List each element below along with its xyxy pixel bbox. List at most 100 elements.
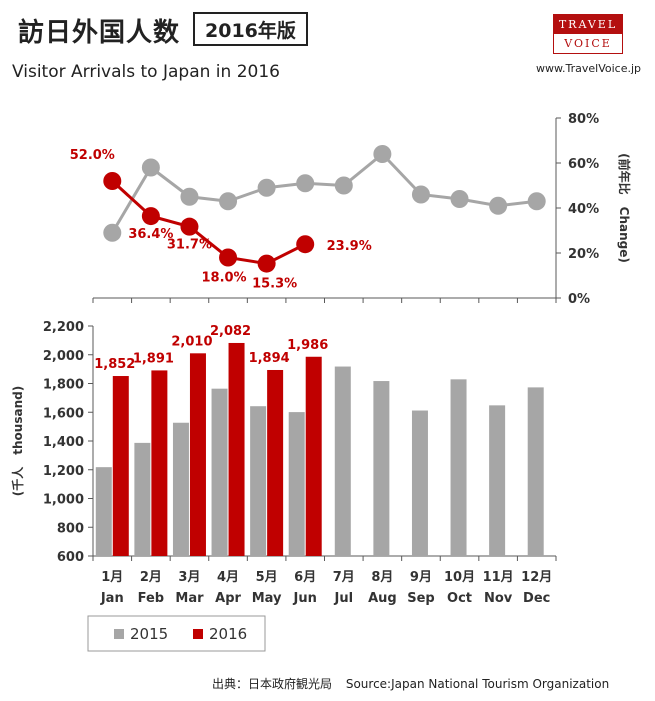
line-data-label: 15.3% xyxy=(252,277,297,292)
bar-data-label: 1,986 xyxy=(287,338,328,353)
source-en: Source:Japan National Tourism Organizati… xyxy=(345,677,610,691)
bar-y-tick-label: 2,000 xyxy=(43,349,84,364)
bar-y-tick-label: 1,000 xyxy=(43,493,84,508)
bar-2016 xyxy=(228,342,245,556)
bar-2015 xyxy=(373,381,390,556)
bar-data-label: 2,010 xyxy=(171,334,212,349)
legend-swatch-2015 xyxy=(114,629,124,639)
x-tick-label-jp: 9月 xyxy=(410,570,432,585)
logo-bottom-text: VOICE xyxy=(564,37,612,50)
line-series-2015 xyxy=(111,151,537,234)
x-tick-label-en: Mar xyxy=(175,591,204,606)
travelvoice-logo: TRAVEL VOICE xyxy=(553,14,623,54)
x-tick-label-en: May xyxy=(252,591,282,606)
x-tick-label-jp: 7月 xyxy=(333,570,355,585)
line-data-label: 52.0% xyxy=(70,148,115,163)
bar-data-label: 1,891 xyxy=(133,351,174,366)
line-point-2015 xyxy=(141,158,160,177)
source-note: 出典：日本政府観光局 Source:Japan National Tourism… xyxy=(212,675,619,692)
line-point-2016 xyxy=(180,217,199,236)
bar-y-tick-label: 800 xyxy=(57,521,84,536)
x-tick-label-en: Sep xyxy=(407,591,435,606)
bar-2015 xyxy=(211,388,228,556)
bar-2015 xyxy=(172,422,189,556)
bar-y-tick-label: 1,800 xyxy=(43,378,84,393)
line-point-2016 xyxy=(141,207,160,226)
bar-2015 xyxy=(288,412,305,556)
legend-label-2015: 2015 xyxy=(130,625,168,643)
line-data-label: 36.4% xyxy=(128,227,173,242)
bar-2015 xyxy=(334,366,351,556)
bar-2016 xyxy=(267,369,284,556)
line-point-2015 xyxy=(373,145,392,163)
source-jp: 出典：日本政府観光局 xyxy=(212,677,333,691)
bar-2016 xyxy=(305,356,322,556)
x-tick-label-jp: 12月 xyxy=(521,570,552,585)
x-tick-label-en: Dec xyxy=(523,591,550,606)
bar-y-tick-label: 2,200 xyxy=(43,320,84,335)
bar-y-tick-label: 600 xyxy=(57,550,84,565)
website-url: www.TravelVoice.jp xyxy=(536,62,641,75)
bar-data-label: 1,852 xyxy=(94,357,135,372)
bar-y-tick-label: 1,400 xyxy=(43,435,84,450)
x-tick-label-en: Aug xyxy=(368,591,397,606)
line-point-2016 xyxy=(103,172,122,190)
legend-label-2016: 2016 xyxy=(209,625,247,643)
bar-2015 xyxy=(489,405,506,556)
line-point-2015 xyxy=(103,223,122,242)
x-tick-label-en: Apr xyxy=(215,591,241,606)
line-point-2015 xyxy=(334,176,353,195)
bar-2015 xyxy=(450,379,467,556)
line-point-2015 xyxy=(219,192,238,211)
x-tick-label-en: Nov xyxy=(484,591,513,606)
bar-2016 xyxy=(112,376,129,556)
bar-2016 xyxy=(189,353,206,556)
x-tick-label-jp: 2月 xyxy=(140,570,162,585)
bar-2015 xyxy=(134,442,151,556)
line-point-2015 xyxy=(527,192,546,211)
line-y-tick-label: 0% xyxy=(568,292,590,307)
line-point-2016 xyxy=(296,235,315,254)
bar-2015 xyxy=(527,387,544,556)
page-title: 訪日外国人数 xyxy=(18,18,181,48)
line-y-tick-label: 60% xyxy=(568,157,599,172)
line-point-2015 xyxy=(450,190,469,208)
bar-2015 xyxy=(95,467,112,556)
logo-top-text: TRAVEL xyxy=(554,15,622,34)
legend-swatch-2016 xyxy=(193,629,203,639)
line-y-axis-title: (前年比 Change) xyxy=(617,153,632,263)
line-point-2015 xyxy=(180,187,199,206)
page-subtitle: Visitor Arrivals to Japan in 2016 xyxy=(12,62,280,82)
bar-y-tick-label: 1,200 xyxy=(43,464,84,479)
x-tick-label-jp: 4月 xyxy=(217,570,239,585)
bar-y-axis-title: (千人 thousand) xyxy=(10,386,25,496)
line-data-label: 18.0% xyxy=(201,271,246,286)
x-tick-label-en: Oct xyxy=(447,591,472,606)
line-y-tick-label: 40% xyxy=(568,202,599,217)
x-tick-label-jp: 11月 xyxy=(483,570,514,585)
line-point-2015 xyxy=(489,196,508,215)
edition-badge: 2016年版 xyxy=(193,12,308,46)
bar-2015 xyxy=(250,406,267,556)
line-data-label: 31.7% xyxy=(167,238,212,253)
x-tick-label-jp: 1月 xyxy=(101,570,123,585)
line-y-tick-label: 20% xyxy=(568,247,599,262)
x-tick-label-jp: 5月 xyxy=(256,570,278,585)
line-data-label: 23.9% xyxy=(327,239,372,254)
line-point-2016 xyxy=(219,248,238,267)
x-tick-label-jp: 6月 xyxy=(294,570,316,585)
x-tick-label-en: Jun xyxy=(293,591,317,606)
bar-data-label: 1,894 xyxy=(249,351,290,366)
line-point-2015 xyxy=(411,185,430,204)
bar-y-tick-label: 1,600 xyxy=(43,406,84,421)
bar-data-label: 2,082 xyxy=(210,324,251,339)
x-tick-label-en: Feb xyxy=(138,591,164,606)
line-point-2015 xyxy=(296,174,315,193)
bar-2016 xyxy=(151,370,168,556)
x-tick-label-en: Jul xyxy=(334,591,354,606)
x-tick-label-jp: 10月 xyxy=(444,570,475,585)
bar-2015 xyxy=(411,410,428,556)
x-tick-label-en: Jan xyxy=(100,591,124,606)
line-point-2016 xyxy=(257,254,276,273)
